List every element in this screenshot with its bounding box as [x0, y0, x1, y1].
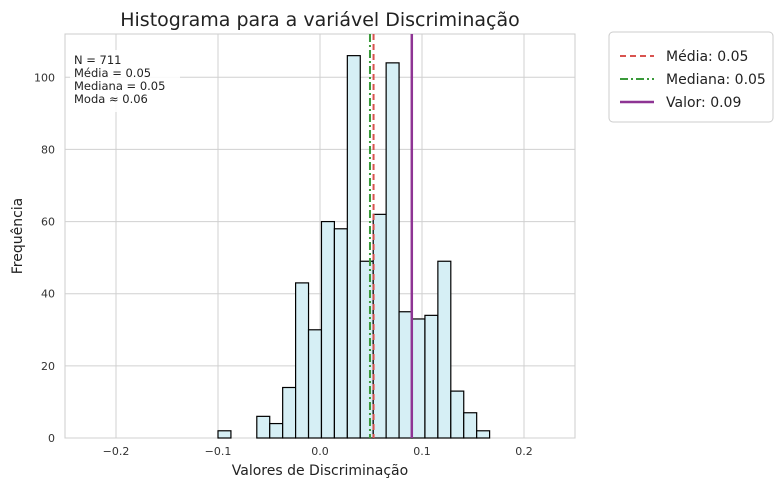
y-axis-label: Frequência [10, 198, 26, 275]
y-axis-ticks: 0 20 40 60 80 100 [34, 71, 55, 445]
x-tick-label: 0.2 [515, 445, 533, 458]
legend-median-label: Mediana: 0.05 [666, 72, 766, 88]
x-tick-label: 0.1 [413, 445, 431, 458]
histogram-bar [307, 329, 323, 439]
histogram-bar [450, 390, 465, 439]
histogram-bar [320, 220, 336, 439]
stats-line-median: Mediana = 0.05 [74, 79, 165, 93]
histogram-bar [385, 62, 400, 439]
stats-box: N = 711 Média = 0.05 Mediana = 0.05 Moda… [70, 50, 180, 112]
histogram-bar [256, 415, 271, 439]
y-tick-label: 60 [41, 216, 55, 229]
legend: Média: 0.05 Mediana: 0.05 Valor: 0.09 [608, 31, 774, 123]
histogram-bar [398, 311, 413, 439]
legend-mean-label: Média: 0.05 [666, 49, 748, 65]
bars [217, 55, 491, 439]
stats-line-mean: Média = 0.05 [74, 66, 151, 80]
histogram-bar [476, 430, 491, 439]
histogram-bar [295, 282, 310, 439]
y-tick-label: 20 [41, 360, 55, 373]
histogram-bar [217, 430, 232, 439]
y-tick-label: 0 [48, 432, 55, 445]
chart-title: Histograma para a variável Discriminação [120, 9, 520, 31]
legend-box [608, 31, 774, 123]
histogram-bar [269, 422, 284, 439]
histogram-bar [437, 260, 452, 439]
y-tick-label: 80 [41, 143, 55, 156]
legend-value-label: Valor: 0.09 [666, 95, 741, 111]
reference-lines [368, 34, 414, 438]
histogram-bar [411, 318, 426, 439]
y-tick-label: 40 [41, 288, 55, 301]
x-tick-label: 0.0 [311, 445, 329, 458]
histogram-bar [463, 412, 478, 439]
x-axis-ticks: −0.2 −0.1 0.0 0.1 0.2 [103, 445, 533, 458]
histogram-bar [372, 213, 387, 439]
stats-line-n: N = 711 [74, 53, 122, 67]
histogram-bar [424, 314, 439, 439]
x-tick-label: −0.1 [205, 445, 232, 458]
histogram-bar [359, 260, 374, 439]
histogram-bar [282, 386, 297, 439]
stats-box-background [70, 50, 180, 112]
y-tick-label: 100 [34, 71, 55, 84]
x-axis-label: Valores de Discriminação [232, 463, 408, 479]
x-tick-label: −0.2 [103, 445, 130, 458]
stats-line-mode: Moda ≈ 0.06 [74, 92, 148, 106]
histogram-bar [333, 228, 348, 439]
histogram-bar [346, 55, 361, 439]
